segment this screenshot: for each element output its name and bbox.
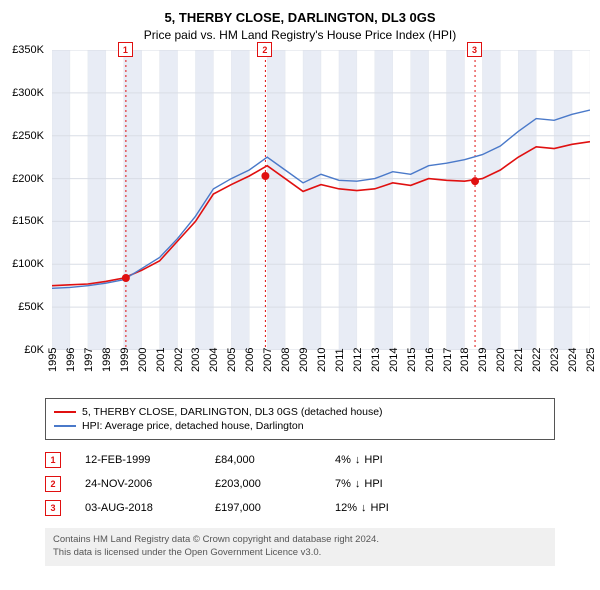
x-tick-label: 2010 bbox=[316, 348, 328, 372]
chart-svg bbox=[52, 50, 590, 350]
sale-event-diff: 7%↓HPI bbox=[335, 478, 383, 490]
down-arrow-icon: ↓ bbox=[355, 454, 361, 466]
sale-event-diff: 12%↓HPI bbox=[335, 502, 389, 514]
y-axis-labels: £0K£50K£100K£150K£200K£250K£300K£350K bbox=[0, 50, 48, 350]
x-tick-label: 2019 bbox=[477, 348, 489, 372]
x-tick-label: 2022 bbox=[531, 348, 543, 372]
x-tick-label: 2025 bbox=[585, 348, 597, 372]
x-tick-label: 2007 bbox=[262, 348, 274, 372]
x-tick-label: 2003 bbox=[190, 348, 202, 372]
sale-event-diff: 4%↓HPI bbox=[335, 454, 383, 466]
sale-event-marker: 3 bbox=[45, 500, 61, 516]
x-tick-label: 2004 bbox=[208, 348, 220, 372]
x-tick-label: 1997 bbox=[83, 348, 95, 372]
chart-title: 5, THERBY CLOSE, DARLINGTON, DL3 0GS bbox=[0, 0, 600, 25]
sale-events: 1 12-FEB-1999£84,0004%↓HPI 2 24-NOV-2006£20… bbox=[45, 448, 555, 520]
x-axis-labels: 1995199619971998199920002001200220032004… bbox=[52, 350, 590, 388]
sale-event-marker: 2 bbox=[45, 476, 61, 492]
footer-attribution: Contains HM Land Registry data © Crown c… bbox=[45, 528, 555, 566]
y-tick-label: £350K bbox=[12, 44, 44, 56]
sale-event-price: £203,000 bbox=[215, 478, 335, 490]
y-tick-label: £150K bbox=[12, 215, 44, 227]
legend: 5, THERBY CLOSE, DARLINGTON, DL3 0GS (de… bbox=[45, 398, 555, 440]
x-tick-label: 2016 bbox=[424, 348, 436, 372]
x-tick-label: 2002 bbox=[173, 348, 185, 372]
sale-event-price: £197,000 bbox=[215, 502, 335, 514]
legend-swatch bbox=[54, 425, 76, 427]
footer-line2: This data is licensed under the Open Gov… bbox=[53, 547, 547, 560]
x-tick-label: 2012 bbox=[352, 348, 364, 372]
x-tick-label: 2013 bbox=[370, 348, 382, 372]
x-tick-label: 2001 bbox=[155, 348, 167, 372]
sale-event-date: 12-FEB-1999 bbox=[85, 454, 215, 466]
legend-entry: 5, THERBY CLOSE, DARLINGTON, DL3 0GS (de… bbox=[54, 405, 546, 419]
sale-event-row: 2 24-NOV-2006£203,0007%↓HPI bbox=[45, 472, 555, 496]
chart-area: £0K£50K£100K£150K£200K£250K£300K£350K 12… bbox=[52, 50, 590, 350]
x-tick-label: 1999 bbox=[119, 348, 131, 372]
y-tick-label: £200K bbox=[12, 173, 44, 185]
x-tick-label: 1995 bbox=[47, 348, 59, 372]
x-tick-label: 2018 bbox=[459, 348, 471, 372]
y-tick-label: £250K bbox=[12, 130, 44, 142]
legend-swatch bbox=[54, 411, 76, 413]
x-tick-label: 1996 bbox=[65, 348, 77, 372]
x-tick-label: 2006 bbox=[244, 348, 256, 372]
sale-event-row: 1 12-FEB-1999£84,0004%↓HPI bbox=[45, 448, 555, 472]
x-tick-label: 1998 bbox=[101, 348, 113, 372]
x-tick-label: 2020 bbox=[495, 348, 507, 372]
chart-container: 5, THERBY CLOSE, DARLINGTON, DL3 0GS Pri… bbox=[0, 0, 600, 566]
sale-marker-1: 1 bbox=[118, 42, 133, 57]
sale-marker-2: 2 bbox=[257, 42, 272, 57]
x-tick-label: 2015 bbox=[406, 348, 418, 372]
x-tick-label: 2023 bbox=[549, 348, 561, 372]
sale-event-price: £84,000 bbox=[215, 454, 335, 466]
legend-label: HPI: Average price, detached house, Darl… bbox=[82, 420, 304, 432]
x-tick-label: 2011 bbox=[334, 348, 346, 372]
x-tick-label: 2024 bbox=[567, 348, 579, 372]
x-tick-label: 2009 bbox=[298, 348, 310, 372]
y-tick-label: £300K bbox=[12, 87, 44, 99]
sale-event-date: 24-NOV-2006 bbox=[85, 478, 215, 490]
down-arrow-icon: ↓ bbox=[361, 502, 367, 514]
x-tick-label: 2008 bbox=[280, 348, 292, 372]
x-tick-label: 2017 bbox=[442, 348, 454, 372]
footer-line1: Contains HM Land Registry data © Crown c… bbox=[53, 534, 547, 547]
sale-event-row: 3 03-AUG-2018£197,00012%↓HPI bbox=[45, 496, 555, 520]
chart-subtitle: Price paid vs. HM Land Registry's House … bbox=[0, 25, 600, 50]
legend-label: 5, THERBY CLOSE, DARLINGTON, DL3 0GS (de… bbox=[82, 406, 383, 418]
down-arrow-icon: ↓ bbox=[355, 478, 361, 490]
sale-event-date: 03-AUG-2018 bbox=[85, 502, 215, 514]
sale-marker-3: 3 bbox=[467, 42, 482, 57]
y-tick-label: £0K bbox=[24, 344, 44, 356]
sale-event-marker: 1 bbox=[45, 452, 61, 468]
x-tick-label: 2014 bbox=[388, 348, 400, 372]
x-tick-label: 2021 bbox=[513, 348, 525, 372]
legend-entry: HPI: Average price, detached house, Darl… bbox=[54, 419, 546, 433]
x-tick-label: 2000 bbox=[137, 348, 149, 372]
y-tick-label: £100K bbox=[12, 258, 44, 270]
y-tick-label: £50K bbox=[18, 301, 44, 313]
x-tick-label: 2005 bbox=[226, 348, 238, 372]
